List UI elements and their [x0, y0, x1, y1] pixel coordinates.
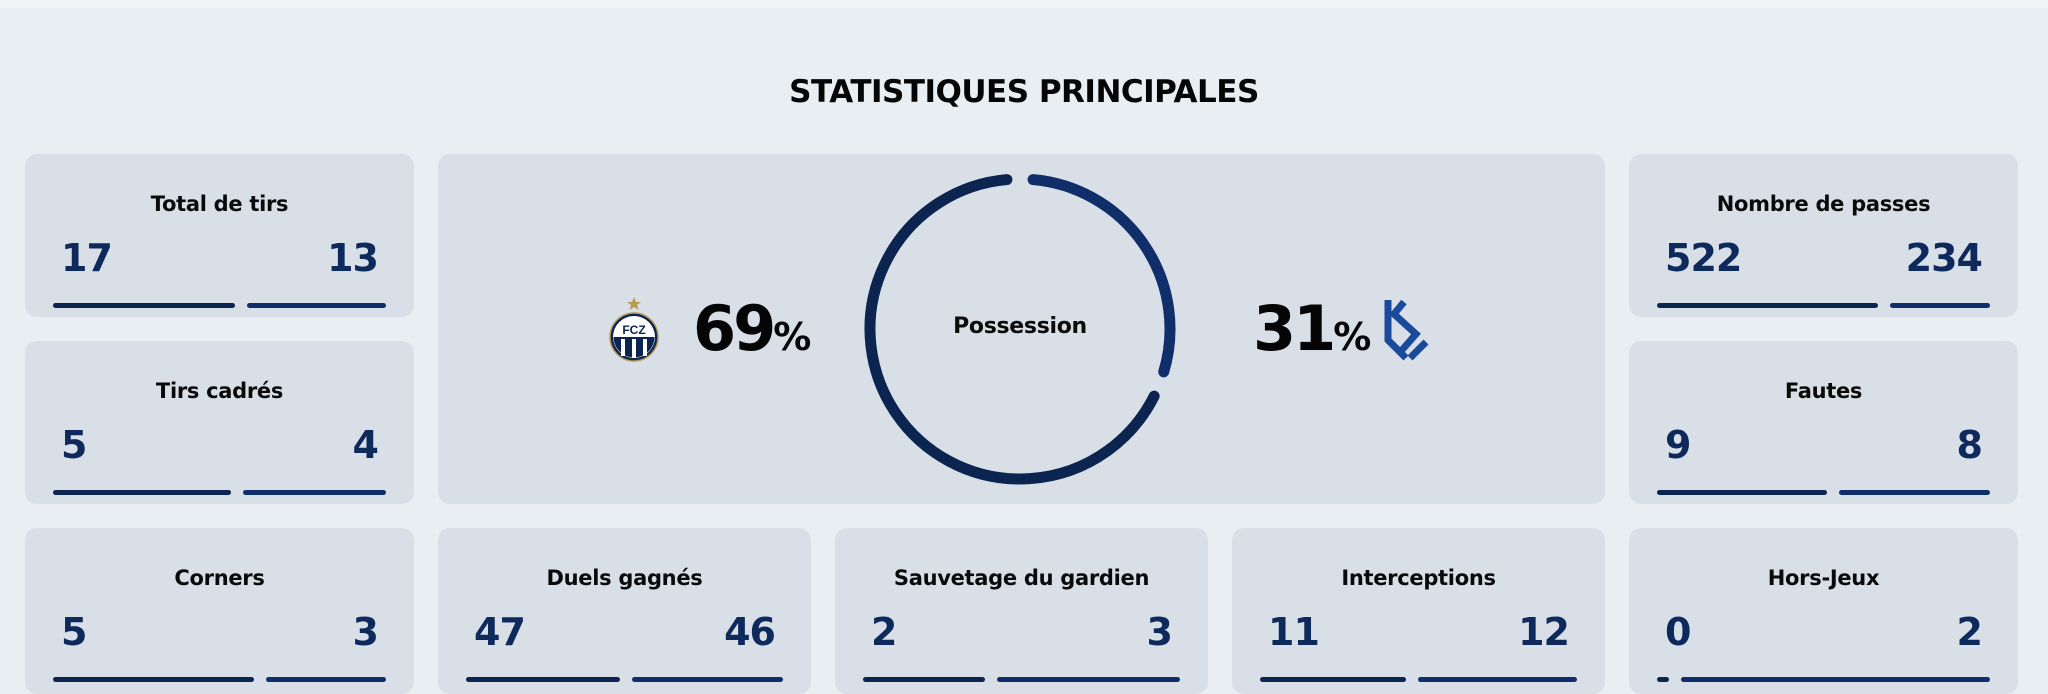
stat-label: Duels gagnés [546, 566, 703, 590]
away-possession-value: 31% [1253, 294, 1371, 372]
stat-away-value: 46 [724, 610, 776, 654]
stat-away-bar [1418, 677, 1577, 682]
stat-home-bar [53, 677, 254, 682]
home-possession-unit: % [773, 315, 812, 359]
fcz-logo-text: FCZ [622, 323, 645, 337]
stat-away-bar [243, 490, 386, 495]
stat-card-fautes: Fautes 9 8 [1629, 341, 2018, 504]
stat-away-value: 2 [1956, 610, 1983, 654]
stat-away-value: 12 [1518, 610, 1570, 654]
stat-home-value: 9 [1665, 423, 1691, 467]
away-possession-number: 31 [1253, 292, 1336, 365]
stat-card-total-tirs: Total de tirs 17 13 [25, 154, 414, 317]
stat-home-bar [53, 490, 231, 495]
stat-home-bar [1657, 303, 1878, 308]
stat-home-bar [1260, 677, 1406, 682]
home-possession-arc [864, 174, 1160, 485]
stat-away-value: 8 [1956, 423, 1983, 467]
stat-home-value: 0 [1665, 610, 1691, 654]
stat-home-bar [863, 677, 985, 682]
stat-card-duels: Duels gagnés 47 46 [438, 528, 811, 694]
home-possession-number: 69 [693, 292, 776, 365]
stat-card-sauvetage: Sauvetage du gardien 2 3 [835, 528, 1208, 694]
stat-label: Corners [174, 566, 265, 590]
stat-away-value: 3 [352, 610, 379, 654]
stat-home-value: 17 [61, 236, 113, 280]
stat-away-bar [266, 677, 386, 682]
stat-away-bar [632, 677, 783, 682]
stat-home-bar [1657, 677, 1669, 682]
stat-card-tirs-cadres: Tirs cadrés 5 4 [25, 341, 414, 504]
stat-home-bar [1657, 490, 1827, 495]
top-strip [0, 0, 2048, 8]
possession-card: FCZ 69% Possession 31% [438, 154, 1605, 504]
fc-zurich-crest-icon: FCZ [609, 297, 659, 362]
stat-label: Tirs cadrés [155, 379, 284, 403]
stat-away-bar [997, 677, 1180, 682]
stat-home-bar [53, 303, 235, 308]
stat-away-value: 13 [327, 236, 379, 280]
stat-away-bar [247, 303, 386, 308]
stat-home-value: 47 [474, 610, 526, 654]
stat-label: Sauvetage du gardien [893, 566, 1150, 590]
stat-home-bar [466, 677, 620, 682]
stat-label: Interceptions [1341, 566, 1496, 590]
stat-label: Fautes [1784, 379, 1863, 403]
stat-away-value: 4 [352, 423, 379, 467]
stat-label: Hors-Jeux [1767, 566, 1880, 590]
stat-label: Total de tirs [150, 192, 289, 216]
stat-card-passes: Nombre de passes 522 234 [1629, 154, 2018, 317]
stat-home-value: 5 [61, 610, 87, 654]
stat-away-value: 234 [1905, 236, 1983, 280]
stat-away-bar [1890, 303, 1990, 308]
away-possession-arc [1027, 174, 1176, 378]
stat-card-corners: Corners 5 3 [25, 528, 414, 694]
stat-away-value: 3 [1146, 610, 1173, 654]
stat-label: Nombre de passes [1716, 192, 1931, 216]
stat-card-interceptions: Interceptions 11 12 [1232, 528, 1605, 694]
away-possession-unit: % [1333, 315, 1372, 359]
possession-ring [864, 174, 1176, 485]
possession-label: Possession [953, 314, 1087, 339]
stat-home-value: 522 [1665, 236, 1742, 280]
stat-home-value: 5 [61, 423, 87, 467]
stat-away-bar [1681, 677, 1990, 682]
section-title: STATISTIQUES PRINCIPALES [789, 74, 1259, 110]
stat-home-value: 11 [1268, 610, 1320, 654]
home-possession-value: 69% [693, 294, 811, 372]
stat-away-bar [1839, 490, 1990, 495]
lausanne-sport-logo-icon [1384, 299, 1429, 361]
stat-card-hors-jeux: Hors-Jeux 0 2 [1629, 528, 2018, 694]
stat-home-value: 2 [871, 610, 897, 654]
